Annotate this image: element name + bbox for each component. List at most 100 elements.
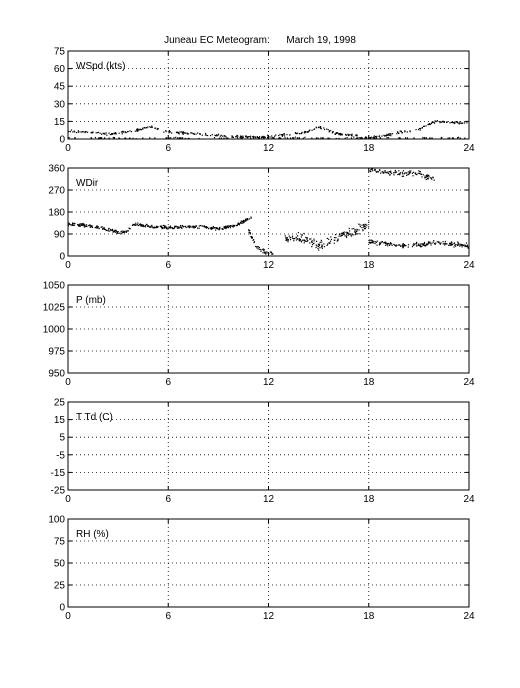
data-point <box>68 223 70 226</box>
data-point <box>149 126 151 128</box>
data-point <box>199 224 202 227</box>
data-point <box>225 227 227 230</box>
data-point <box>466 245 468 248</box>
data-point <box>246 218 249 220</box>
data-point <box>142 127 144 129</box>
data-point <box>373 241 375 243</box>
data-point <box>340 133 342 136</box>
data-point <box>212 225 214 228</box>
data-point <box>222 228 224 231</box>
data-point <box>138 224 140 226</box>
data-point <box>346 137 348 139</box>
data-point <box>366 224 368 226</box>
data-point <box>201 134 203 136</box>
data-point <box>417 128 420 131</box>
data-point <box>136 128 138 130</box>
data-point <box>371 239 373 241</box>
data-point <box>330 238 333 241</box>
data-point <box>301 234 303 237</box>
data-point <box>246 136 248 138</box>
data-point <box>354 229 356 231</box>
data-point <box>319 125 322 128</box>
data-point <box>403 245 405 248</box>
data-point <box>110 229 112 231</box>
data-point <box>433 121 435 123</box>
data-point <box>424 245 427 247</box>
data-point <box>381 241 384 243</box>
data-point <box>367 136 370 138</box>
data-point <box>180 226 182 228</box>
data-point <box>302 137 304 139</box>
data-point <box>419 129 421 131</box>
data-point <box>151 224 153 226</box>
data-point <box>440 121 443 123</box>
data-point <box>83 223 85 225</box>
data-point <box>371 168 373 170</box>
data-point <box>245 220 247 222</box>
data-point <box>194 226 196 228</box>
data-point <box>347 133 349 135</box>
data-point <box>372 170 374 172</box>
data-point <box>285 239 287 242</box>
data-point <box>113 132 115 134</box>
data-point <box>263 252 266 254</box>
data-point <box>405 244 407 247</box>
data-point <box>199 133 201 135</box>
data-point <box>258 246 261 249</box>
data-point <box>427 123 429 126</box>
data-point <box>231 135 233 137</box>
data-point <box>345 231 347 233</box>
data-point <box>205 227 208 229</box>
data-point <box>422 174 424 176</box>
data-point <box>99 137 101 139</box>
data-point <box>431 178 433 180</box>
data-point <box>444 240 446 243</box>
data-point <box>421 176 423 178</box>
data-point <box>114 133 116 135</box>
data-point <box>248 229 250 231</box>
data-point <box>104 228 106 231</box>
data-point <box>401 171 403 173</box>
data-point <box>402 246 404 248</box>
data-point <box>318 249 320 251</box>
data-point <box>283 135 286 137</box>
data-point <box>399 174 401 176</box>
data-point <box>168 137 170 139</box>
data-point <box>414 172 417 174</box>
data-point <box>406 174 408 176</box>
data-point <box>376 135 378 137</box>
data-point <box>154 127 156 129</box>
data-point <box>284 235 286 237</box>
data-point <box>356 135 358 137</box>
data-point <box>267 137 269 139</box>
data-point <box>323 127 325 129</box>
data-point <box>351 233 354 235</box>
data-point <box>226 225 229 228</box>
data-point <box>227 225 229 227</box>
data-point <box>326 243 329 245</box>
data-point <box>349 230 351 232</box>
data-point <box>464 137 466 139</box>
data-point <box>187 226 189 228</box>
data-point <box>389 132 391 135</box>
data-point <box>346 134 348 136</box>
data-point <box>427 178 429 180</box>
data-point <box>267 134 269 136</box>
data-point <box>453 246 455 248</box>
data-point <box>429 137 431 140</box>
data-point <box>370 239 372 241</box>
data-point <box>307 131 309 133</box>
data-point <box>356 228 358 231</box>
data-point <box>156 226 158 228</box>
data-point <box>386 242 388 244</box>
data-point <box>162 224 165 227</box>
data-point <box>450 243 452 245</box>
data-point <box>214 229 217 231</box>
data-point <box>431 137 433 139</box>
data-point <box>135 138 137 140</box>
data-point <box>259 248 261 250</box>
data-point <box>313 128 315 131</box>
data-point <box>163 227 165 229</box>
data-point <box>424 175 426 177</box>
data-point <box>322 137 324 139</box>
